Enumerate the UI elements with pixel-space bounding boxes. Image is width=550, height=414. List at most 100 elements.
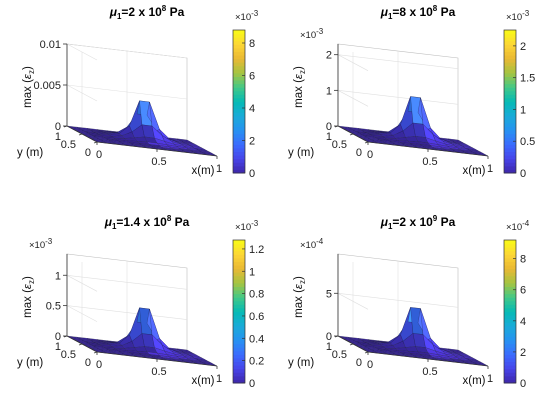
colorbar-exponent: ×10-3 <box>235 219 259 233</box>
colorbar-step <box>504 290 516 295</box>
colorbar-step <box>233 80 245 85</box>
colorbar-step <box>504 365 516 370</box>
colorbar-step <box>504 272 516 277</box>
colorbar-step <box>504 350 516 355</box>
colorbar-step <box>504 62 516 67</box>
colorbar-step <box>233 165 245 170</box>
colorbar-step <box>504 97 516 102</box>
colorbar-step <box>504 126 516 131</box>
colorbar-step <box>504 375 516 380</box>
y-tick-label: 0.5 <box>332 139 347 151</box>
colorbar-step <box>233 30 245 35</box>
colorbar-step <box>233 293 245 298</box>
colorbar-step <box>504 265 516 270</box>
colorbar-step <box>233 307 245 312</box>
colorbar-step <box>233 282 245 287</box>
y-tick <box>349 133 354 136</box>
y-tick <box>93 351 98 354</box>
colorbar-step <box>504 151 516 156</box>
y-tick-label: 0 <box>85 357 91 369</box>
x-axis-label: x(m) <box>463 165 486 177</box>
colorbar-tick-label: 1.2 <box>249 244 264 256</box>
colorbar-step <box>233 94 245 99</box>
colorbar-step <box>504 37 516 42</box>
y-tick-label: 0.5 <box>61 139 76 151</box>
colorbar-step <box>233 340 245 345</box>
colorbar-step <box>504 87 516 92</box>
z-tick-label: 0 <box>326 331 332 343</box>
colorbar: 0 0.2 0.4 0.6 0.8 1 1.2 ×10-3 <box>232 219 264 390</box>
subplot-title: μ1=1.4 x 108 Pa <box>104 214 190 231</box>
colorbar-frame <box>503 29 517 174</box>
colorbar-step <box>233 365 245 370</box>
colorbar-step <box>233 151 245 156</box>
colorbar-step <box>233 72 245 77</box>
x-axis-label: x(m) <box>192 375 215 387</box>
colorbar-step <box>233 115 245 120</box>
colorbar-step <box>233 361 245 366</box>
y-tick <box>93 141 98 144</box>
colorbar-step <box>233 354 245 359</box>
colorbar-step <box>504 155 516 160</box>
colorbar-step <box>504 58 516 63</box>
z-axis-label: max (εz) <box>293 276 307 318</box>
colorbar-step <box>504 30 516 35</box>
colorbar: 0 2 4 6 8 ×10-4 <box>503 219 530 390</box>
colorbar-step <box>233 257 245 262</box>
colorbar-tick-label: 0.5 <box>520 136 535 148</box>
colorbar-exponent: ×10-4 <box>506 219 530 233</box>
z-tick-label: 0.005 <box>33 80 61 92</box>
surface <box>337 96 489 157</box>
colorbar-step <box>504 250 516 255</box>
colorbar-step <box>504 90 516 95</box>
colorbar-step <box>504 40 516 45</box>
subplot-title: μ1=8 x 108 Pa <box>380 4 456 21</box>
colorbar-step <box>504 332 516 338</box>
colorbar-step <box>504 169 516 174</box>
surface <box>337 307 489 367</box>
subplot-title: μ1=2 x 108 Pa <box>109 4 185 21</box>
y-axis-label: y (m) <box>288 357 314 369</box>
x-tick-label: 1 <box>487 373 493 385</box>
colorbar-step <box>504 108 516 113</box>
colorbar-tick-label: 0 <box>249 168 255 180</box>
colorbar-tick-label: 0.2 <box>249 356 264 368</box>
colorbar-step <box>504 254 516 259</box>
colorbar-step <box>504 354 516 359</box>
colorbar-step <box>233 112 245 117</box>
y-tick <box>364 351 369 354</box>
colorbar: 0 0.5 1 1.5 2 ×10-3 <box>503 9 535 180</box>
colorbar-step <box>233 162 245 167</box>
colorbar-step <box>504 268 516 273</box>
z-tick-label: 0 <box>326 121 332 133</box>
colorbar-step <box>233 254 245 259</box>
colorbar-tick-label: 2 <box>520 41 526 53</box>
y-tick <box>78 343 83 346</box>
y-tick-label: 1 <box>326 131 332 143</box>
x-tick-label: 0.5 <box>422 156 437 168</box>
x-tick-label: 0.5 <box>151 156 166 168</box>
colorbar-step <box>233 155 245 160</box>
x-tick-label: 1 <box>216 373 222 385</box>
y-axis-label: y (m) <box>17 147 43 159</box>
colorbar-tick-label: 1 <box>249 266 255 278</box>
colorbar-step <box>233 133 245 138</box>
colorbar-step <box>504 119 516 124</box>
z-tick-label: 0 <box>55 331 61 343</box>
x-tick-label: 0.5 <box>422 366 437 378</box>
colorbar-step <box>233 311 245 316</box>
y-tick-label: 0 <box>356 147 362 159</box>
colorbar-step <box>233 368 245 373</box>
colorbar-tick-label: 4 <box>520 316 526 328</box>
x-tick-label: 0 <box>367 359 373 371</box>
x-axis-label: x(m) <box>192 165 215 177</box>
colorbar-step <box>504 340 516 345</box>
colorbar-step <box>504 336 516 341</box>
colorbar-step <box>504 279 516 284</box>
colorbar-step <box>233 76 245 81</box>
colorbar-step <box>233 304 245 309</box>
colorbar-step <box>504 55 516 60</box>
